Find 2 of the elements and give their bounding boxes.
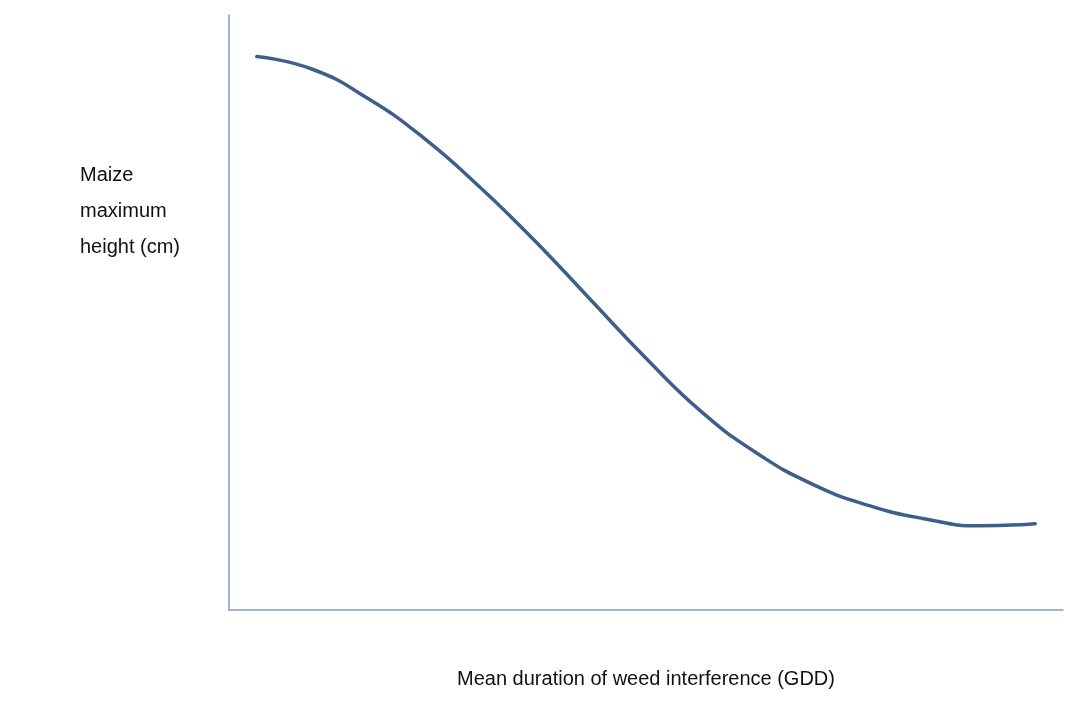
x-axis-title: Mean duration of weed interference (GDD) [457, 667, 835, 689]
y-axis-title: Maize maximum height (cm) [80, 163, 181, 257]
